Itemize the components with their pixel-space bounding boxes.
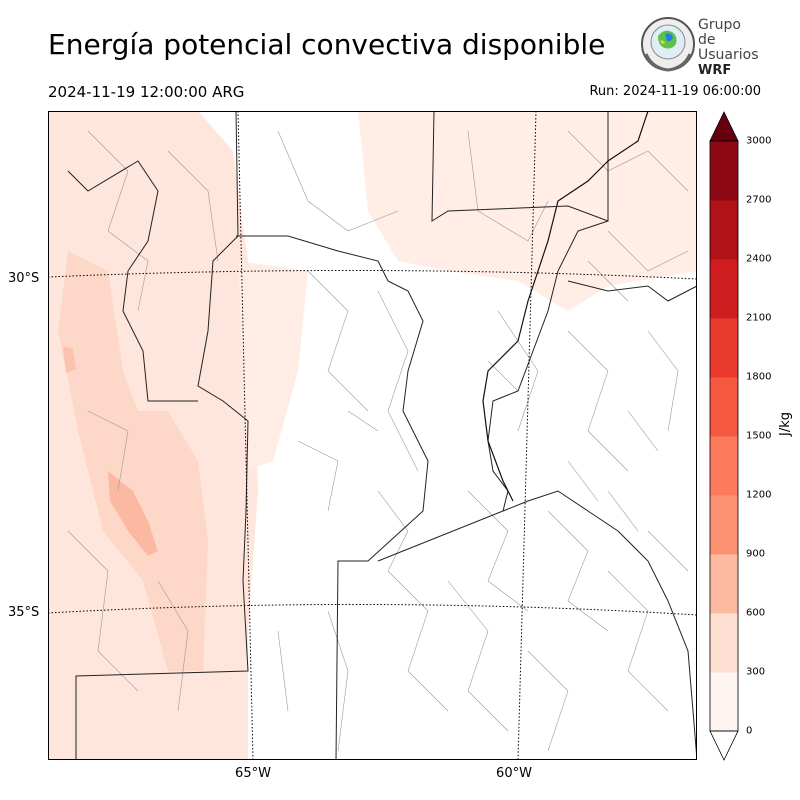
colorbar-segment [710,377,738,437]
colorbar-tick-label: 900 [746,548,766,560]
parallel-35s [48,603,697,616]
map-frame [48,111,697,760]
wrf-group-logo: Grupo de Usuarios WRF [638,14,759,78]
colorbar-segments [710,141,738,732]
colorbar-segment [710,554,738,614]
colorbar-segment [710,318,738,378]
parallel-30s [48,269,697,280]
colorbar-tick-label: 1800 [746,371,772,383]
colorbar [709,111,739,761]
colorbar-segment [710,259,738,319]
cape-field-500b [63,346,76,373]
lat-label-30s: 30°S [8,271,40,286]
logo-text-wrf: WRF [698,63,732,78]
colorbar-tick-label: 2700 [746,194,772,206]
colorbar-segment [710,495,738,555]
valid-time: 2024-11-19 12:00:00 ARG [48,83,245,101]
province-line-d [431,111,609,222]
colorbar-extend-min [709,730,739,761]
province-line-f [567,280,697,302]
colorbar-tick-label: 600 [746,607,766,619]
globe-emblem-icon [641,17,695,72]
cape-shading [48,111,697,760]
colorbar-segment [710,613,738,673]
colorbar-unit: J/kg [778,412,793,436]
lat-label-35s: 35°S [8,605,40,620]
graticule [48,111,697,760]
colorbar-tick-label: 0 [746,725,753,737]
cape-map [48,111,697,760]
lon-label-65w: 65°W [235,766,271,781]
colorbar-tick-label: 1500 [746,430,772,442]
cape-field-central [238,261,308,471]
colorbar-tick-label: 2100 [746,312,772,324]
cape-field-north [358,111,697,311]
colorbar-tick-label: 1200 [746,489,772,501]
map-title: Energía potencial convectiva disponible [48,28,606,61]
province-line-g [502,490,697,760]
cape-field-250 [58,251,208,671]
colorbar-segment [710,200,738,260]
colorbar-frame [709,140,739,732]
province-line-c [236,235,429,760]
province-line-b [67,160,198,402]
colorbar-segment [710,141,738,201]
logo-text-line2: Usuarios [698,47,759,63]
cape-field-500 [108,471,158,556]
international-border [482,111,649,502]
colorbar-segment [710,436,738,496]
colorbar-tick-label: 2400 [746,253,772,265]
colorbar-tick-label: 300 [746,666,766,678]
colorbar-tick-label: 3000 [746,135,772,147]
colorbar-segment [710,672,738,732]
department-boundaries [67,130,689,752]
run-time: Run: 2024-11-19 06:00:00 [589,84,761,99]
lon-label-60w: 60°W [496,766,532,781]
province-line-a [75,111,249,760]
colorbar-extend-max [709,111,739,142]
logo-text-line1: Grupo de [698,17,741,48]
province-boundaries [67,111,697,760]
